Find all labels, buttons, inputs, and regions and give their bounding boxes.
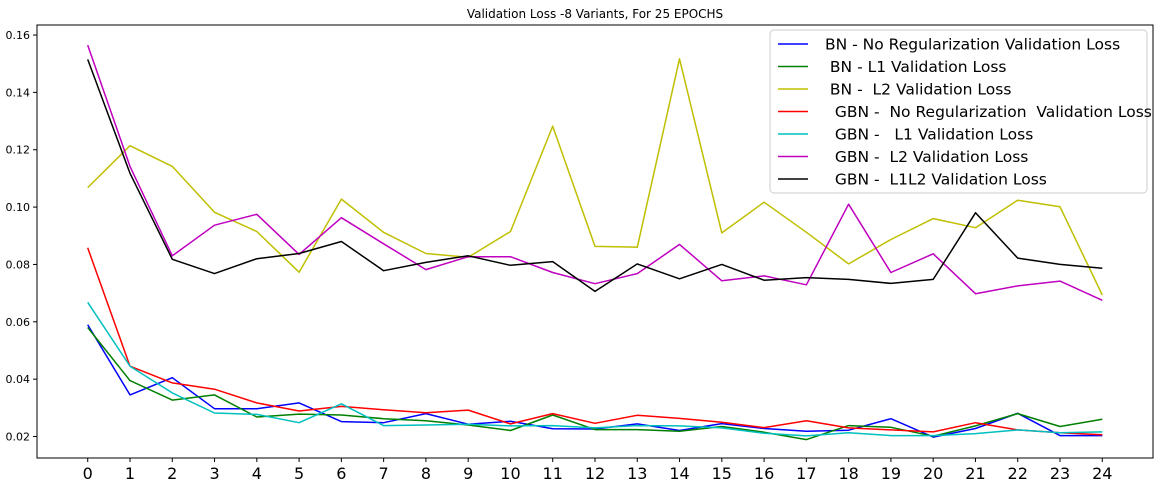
legend-label: GBN - L1 Validation Loss bbox=[825, 126, 1033, 144]
legend-label: BN - L1 Validation Loss bbox=[825, 58, 1007, 76]
y-tick-label: 0.16 bbox=[6, 29, 31, 42]
x-tick-label: 17 bbox=[796, 464, 816, 483]
x-tick-label: 20 bbox=[923, 464, 943, 483]
y-axis: 0.02 0.04 0.06 0.08 0.10 0.12 0.14 0.16 bbox=[6, 29, 37, 443]
x-axis: 0 1 2 3 4 5 6 7 8 9 10 11 12 13 14 15 16 17 18 19 20 21 22 23 24 bbox=[83, 458, 1112, 483]
x-tick-label: 24 bbox=[1092, 464, 1112, 483]
x-tick-label: 2 bbox=[167, 464, 177, 483]
x-tick-label: 21 bbox=[965, 464, 985, 483]
y-tick-label: 0.12 bbox=[6, 144, 31, 157]
x-tick-label: 15 bbox=[712, 464, 732, 483]
x-tick-label: 19 bbox=[881, 464, 901, 483]
x-tick-label: 16 bbox=[754, 464, 774, 483]
x-tick-label: 4 bbox=[252, 464, 262, 483]
x-tick-label: 9 bbox=[463, 464, 473, 483]
y-tick-label: 0.02 bbox=[6, 430, 31, 443]
x-tick-label: 0 bbox=[83, 464, 93, 483]
legend-label: GBN - L1L2 Validation Loss bbox=[825, 171, 1047, 189]
series-line-6 bbox=[86, 44, 1103, 301]
x-tick-label: 3 bbox=[209, 464, 219, 483]
x-tick-label: 22 bbox=[1008, 464, 1028, 483]
chart-title: Validation Loss -8 Variants, For 25 EPOC… bbox=[467, 7, 723, 21]
x-tick-label: 23 bbox=[1050, 464, 1070, 483]
x-tick-label: 6 bbox=[336, 464, 346, 483]
x-tick-label: 5 bbox=[294, 464, 304, 483]
x-tick-label: 13 bbox=[627, 464, 647, 483]
legend-label: BN - No Regularization Validation Loss bbox=[825, 36, 1120, 54]
y-tick-label: 0.04 bbox=[6, 373, 31, 386]
series-line-5 bbox=[87, 301, 1103, 437]
legend-label: BN - L2 Validation Loss bbox=[825, 81, 1011, 99]
x-tick-label: 1 bbox=[125, 464, 135, 483]
legend-label: GBN - No Regularization Validation Loss bbox=[825, 103, 1152, 121]
x-tick-label: 10 bbox=[500, 464, 520, 483]
series-line-3 bbox=[87, 58, 1103, 296]
y-tick-label: 0.06 bbox=[6, 316, 31, 329]
series-line-7 bbox=[86, 59, 1103, 293]
x-tick-label: 11 bbox=[543, 464, 563, 483]
series-line-4 bbox=[86, 247, 1103, 436]
legend: BN - No Regularization Validation Loss B… bbox=[769, 29, 1152, 194]
series-line-1 bbox=[87, 324, 1103, 438]
y-tick-label: 0.08 bbox=[6, 258, 31, 271]
x-tick-label: 14 bbox=[669, 464, 689, 483]
y-tick-label: 0.14 bbox=[6, 86, 31, 99]
legend-label: GBN - L2 Validation Loss bbox=[825, 148, 1028, 166]
x-tick-label: 18 bbox=[838, 464, 858, 483]
series-lines bbox=[86, 44, 1103, 441]
legend-box bbox=[769, 29, 1148, 194]
x-tick-label: 8 bbox=[421, 464, 431, 483]
x-tick-label: 7 bbox=[379, 464, 389, 483]
x-tick-label: 12 bbox=[585, 464, 605, 483]
y-tick-label: 0.10 bbox=[6, 201, 31, 214]
